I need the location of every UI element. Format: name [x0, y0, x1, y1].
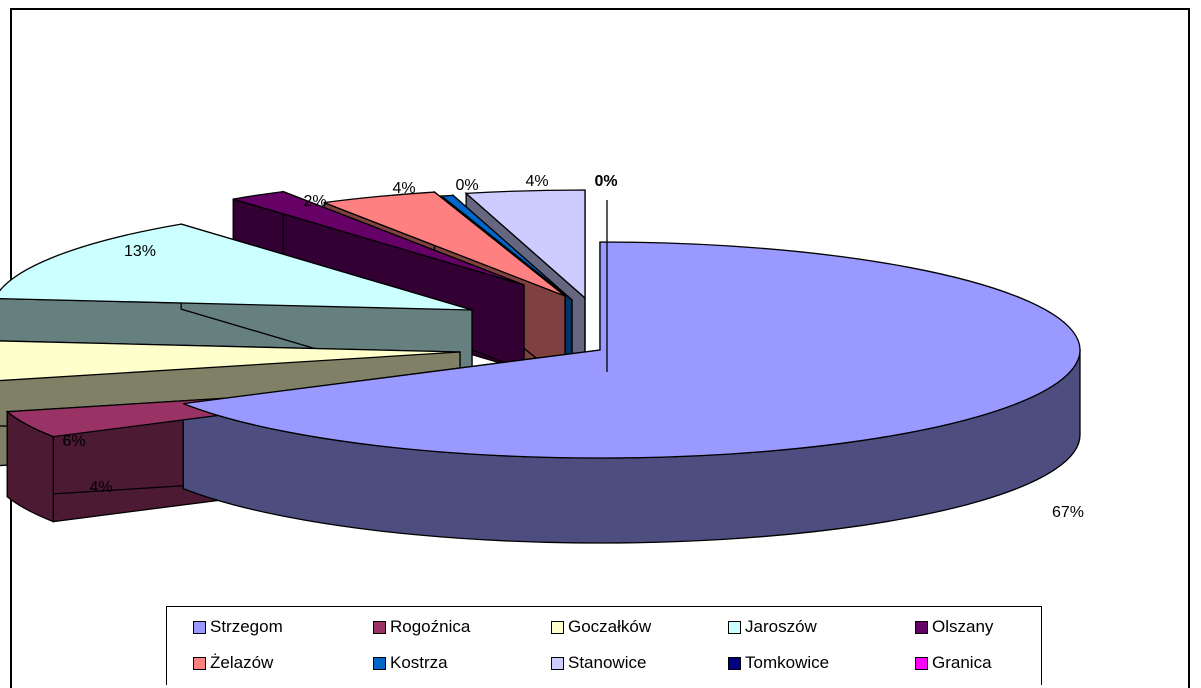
legend-label: Olszany — [932, 617, 994, 636]
legend-item: Strzegom — [193, 616, 283, 638]
data-label-Olszany: 2% — [303, 193, 326, 210]
legend-item: Rogoźnica — [373, 616, 470, 638]
legend-swatch — [551, 656, 564, 670]
legend-swatch — [193, 620, 206, 634]
legend-swatch — [551, 620, 564, 634]
data-label-Strzegom: 67% — [1052, 504, 1084, 521]
legend-swatch — [193, 656, 206, 670]
data-label-Stanowice: 4% — [525, 173, 548, 190]
data-label-Granica: 0% — [594, 173, 617, 190]
legend-label: Goczałków — [568, 617, 652, 636]
legend: Strzegom Rogoźnica Goczałków Jaroszów Olszan… — [166, 606, 1042, 685]
slice-Jaroszów — [0, 223, 473, 311]
data-label-Jaroszów: 13% — [124, 243, 156, 260]
legend-label: Jaroszów — [745, 617, 817, 636]
slice-tops — [0, 189, 1081, 459]
legend-label: Żelazów — [210, 653, 274, 672]
legend-swatch — [728, 656, 741, 670]
legend-swatch — [373, 620, 386, 634]
legend-item: Jaroszów — [728, 616, 817, 638]
legend-swatch — [728, 620, 741, 634]
legend-item: Tomkowice — [728, 652, 829, 674]
slice-Strzegom — [183, 241, 1081, 459]
data-label-Żelazów: 4% — [392, 180, 415, 197]
legend-label: Kostrza — [390, 653, 448, 672]
slice-Olszany — [233, 190, 525, 286]
legend-label: Strzegom — [210, 617, 283, 636]
legend-label: Granica — [932, 653, 992, 672]
slice-Żelazów — [323, 191, 566, 297]
legend-label: Tomkowice — [745, 653, 830, 672]
slice-Goczałków — [0, 340, 461, 382]
legend-item: Stanowice — [551, 652, 646, 674]
legend-item: Goczałków — [551, 616, 651, 638]
legend-item: Granica — [915, 652, 992, 674]
legend-swatch — [373, 656, 386, 670]
legend-item: Olszany — [915, 616, 993, 638]
legend-label: Rogoźnica — [390, 617, 471, 636]
legend-swatch — [915, 620, 928, 634]
legend-item: Żelazów — [193, 652, 273, 674]
legend-item: Kostrza — [373, 652, 448, 674]
data-labels: 67% 4% 6% 13% 2% 4% 0% 4% 0% — [62, 173, 1084, 521]
legend-label: Stanowice — [568, 653, 647, 672]
legend-swatch — [915, 656, 928, 670]
data-label-Goczałków: 6% — [62, 433, 85, 450]
data-label-Kostrza: 0% — [455, 177, 478, 194]
slice-Kostrza — [439, 194, 573, 301]
slice-Stanowice — [464, 189, 586, 300]
data-label-Rogoźnica: 4% — [89, 479, 112, 496]
